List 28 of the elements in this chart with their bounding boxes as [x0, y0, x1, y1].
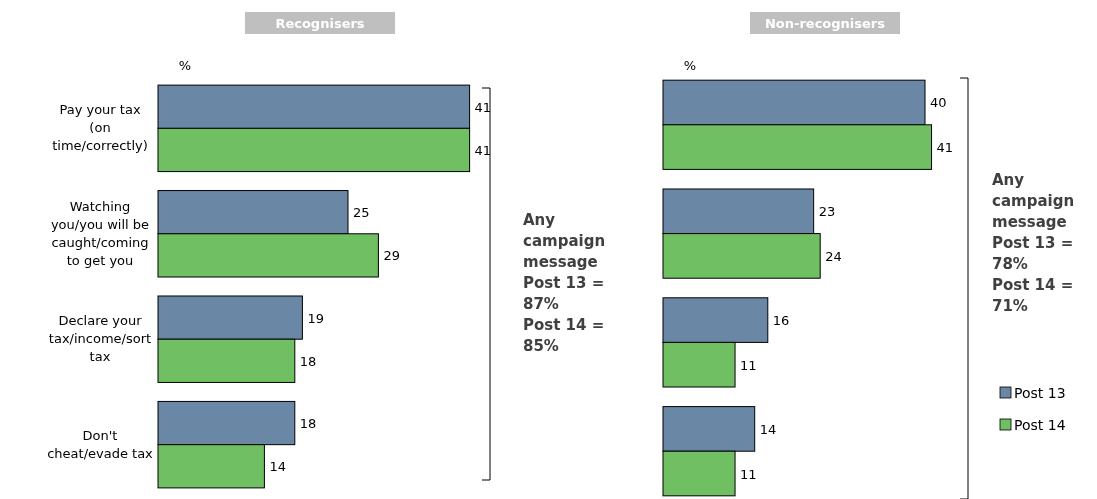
- y-tick-label: Don't cheat/evade tax: [47, 427, 154, 461]
- legend-label: Post 14: [1014, 417, 1066, 433]
- data-label: 41: [474, 142, 492, 158]
- text: Any campaign message Post 13 = 78% Post 14 = 71%: [992, 171, 1075, 315]
- x-axis-title: %: [683, 58, 697, 73]
- data-label: 40: [930, 95, 947, 111]
- data-label: 18: [299, 353, 317, 369]
- data-label: 14: [759, 421, 777, 437]
- data-label: 19: [307, 310, 324, 326]
- data-label: 41: [936, 140, 954, 156]
- chart-title: Non-recognisers: [764, 16, 886, 31]
- legend-label: Post 13: [1014, 385, 1066, 401]
- chart-title: Recognisers: [275, 16, 365, 31]
- y-tick-label: Watching you/you will be caught/coming to get you: [50, 198, 150, 268]
- data-label: 23: [818, 204, 836, 220]
- y-tick-label: Pay your tax (on time/correctly): [52, 102, 148, 154]
- data-label: 16: [772, 313, 790, 329]
- x-axis-title: %: [178, 58, 192, 73]
- data-label: 29: [383, 248, 400, 264]
- data-label: 24: [825, 248, 842, 264]
- y-tick-label: Declare your tax/income/sort tax: [48, 313, 152, 365]
- data-label: 18: [299, 416, 317, 432]
- data-label: 11: [740, 357, 757, 373]
- text: Any campaign message Post 13 = 87% Post 14 = 85%: [523, 211, 606, 355]
- data-label: 25: [353, 205, 370, 221]
- data-label: 14: [269, 459, 286, 475]
- data-label: 41: [474, 99, 492, 115]
- data-label: 11: [740, 466, 757, 482]
